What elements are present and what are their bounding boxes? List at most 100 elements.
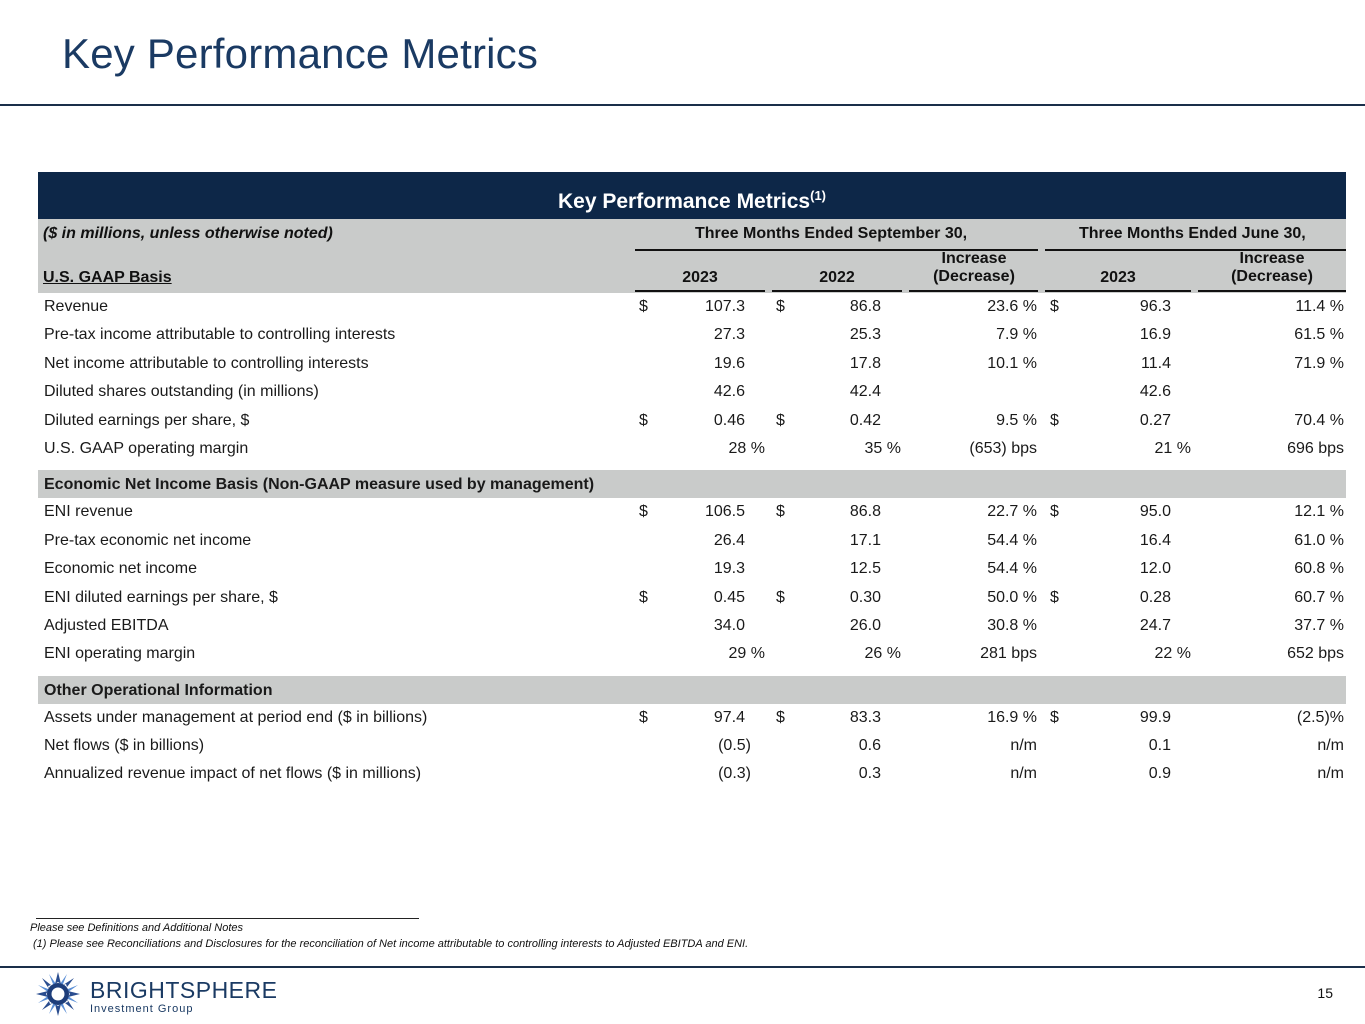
gaap-row: U.S. GAAP operating margin 28 % 35 % (653) … xyxy=(38,435,1346,463)
cell-inc2: 652 bps xyxy=(1287,645,1344,663)
dollar-sign: $ xyxy=(776,588,785,606)
cell-v3: 21 % xyxy=(1154,439,1191,457)
dollar-sign: $ xyxy=(639,588,648,606)
cell-v2: 25.3 xyxy=(849,326,881,344)
col-header-increase-june-line1: Increase xyxy=(1239,250,1305,267)
cell-v1: 0.45 xyxy=(713,588,745,606)
cell-v1: (0.5) xyxy=(718,737,751,755)
cell-v1: 107.3 xyxy=(704,298,745,315)
row-label: Assets under management at period end ($… xyxy=(44,708,428,726)
cell-inc2: 70.4 % xyxy=(1294,411,1344,429)
col-header-increase: Increase (Decrease) xyxy=(909,250,1039,286)
col-header-increase-line2: (Decrease) xyxy=(933,268,1015,285)
cell-v2: 86.8 xyxy=(849,298,881,315)
table-title-bar: Key Performance Metrics(1) xyxy=(38,172,1346,219)
cell-inc: 54.4 % xyxy=(987,531,1037,549)
dollar-sign: $ xyxy=(776,411,785,429)
eni-row: ENI diluted earnings per share, $ $0.45 $0… xyxy=(38,584,1346,612)
ops-row: Annualized revenue impact of net flows (… xyxy=(38,760,1346,788)
footnote-1: (1) Please see Reconciliations and Discl… xyxy=(33,938,749,950)
group-underline-june xyxy=(1045,249,1346,251)
title-divider xyxy=(0,104,1365,106)
row-label: Pre-tax income attributable to controlli… xyxy=(44,326,396,344)
eni-rows: ENI revenue $106.5 $86.8 22.7 % $95.0 12.1 % P… xyxy=(38,498,1346,668)
cell-inc: n/m xyxy=(1010,737,1037,755)
col-header-june-2023: 2023 xyxy=(1100,269,1136,286)
col-underline-june-2023 xyxy=(1045,290,1191,292)
group-header-september: Three Months Ended September 30, xyxy=(695,225,968,242)
dollar-sign: $ xyxy=(1050,503,1059,521)
cell-inc: 16.9 % xyxy=(987,708,1037,726)
row-label: ENI operating margin xyxy=(44,645,196,663)
col-header-2022: 2022 xyxy=(819,269,855,286)
cell-v2: 0.3 xyxy=(858,765,881,783)
dollar-sign: $ xyxy=(1050,588,1059,606)
metrics-table: Key Performance Metrics(1) ($ in million… xyxy=(38,172,1346,789)
cell-v2: 17.1 xyxy=(849,531,881,549)
cell-v2: 12.5 xyxy=(849,560,881,578)
row-label: Annualized revenue impact of net flows (… xyxy=(44,765,422,783)
gaap-row: Net income attributable to controlling i… xyxy=(38,350,1346,378)
cell-inc2: 61.5 % xyxy=(1294,326,1344,344)
cell-v2: 42.4 xyxy=(849,383,881,401)
cell-v1: (0.3) xyxy=(718,765,751,783)
row-label: Economic net income xyxy=(44,560,197,578)
row-label: Revenue xyxy=(44,298,109,315)
cell-inc2: 60.8 % xyxy=(1294,560,1344,578)
table-title-footnote-ref: (1) xyxy=(810,188,826,203)
cell-inc: 50.0 % xyxy=(987,588,1037,606)
cell-inc2: 12.1 % xyxy=(1294,503,1344,521)
row-label: Adjusted EBITDA xyxy=(44,616,169,634)
col-underline-2023 xyxy=(635,290,765,292)
section-heading-eni: Economic Net Income Basis (Non-GAAP meas… xyxy=(38,470,1346,499)
col-header-increase-june: Increase (Decrease) xyxy=(1198,250,1346,286)
cell-v3: 12.0 xyxy=(1139,560,1171,578)
page-title: Key Performance Metrics xyxy=(62,30,539,77)
cell-inc2: 71.9 % xyxy=(1294,354,1344,372)
units-note: ($ in millions, unless otherwise noted) xyxy=(43,225,333,242)
row-label: ENI revenue xyxy=(44,503,133,521)
dollar-sign: $ xyxy=(1050,411,1059,429)
brightsphere-logo-icon xyxy=(36,972,80,1016)
cell-inc: 281 bps xyxy=(980,645,1037,663)
cell-inc: 54.4 % xyxy=(987,560,1037,578)
page-number: 15 xyxy=(1317,985,1333,1001)
ops-row: Net flows ($ in billions) (0.5) 0.6 n/m 0.1 n… xyxy=(38,732,1346,760)
row-label: Net flows ($ in billions) xyxy=(44,737,205,755)
dollar-sign: $ xyxy=(776,298,785,315)
brand-name: BRIGHTSPHERE xyxy=(90,977,278,1003)
cell-inc: 30.8 % xyxy=(987,616,1037,634)
brand-subtitle: Investment Group xyxy=(90,1003,194,1015)
group-header-june: Three Months Ended June 30, xyxy=(1079,225,1306,242)
dollar-sign: $ xyxy=(639,298,648,315)
row-label: Pre-tax economic net income xyxy=(44,531,252,549)
cell-inc2: n/m xyxy=(1317,765,1344,783)
footnote-definitions: Please see Definitions and Additional No… xyxy=(30,922,244,934)
row-label: U.S. GAAP operating margin xyxy=(44,439,249,457)
dollar-sign: $ xyxy=(1050,298,1059,315)
cell-inc: n/m xyxy=(1010,765,1037,783)
cell-v3: 0.28 xyxy=(1139,588,1171,606)
ops-rows: Assets under management at period end ($… xyxy=(38,704,1346,789)
dollar-sign: $ xyxy=(639,411,648,429)
eni-row: ENI revenue $106.5 $86.8 22.7 % $95.0 12.1 % xyxy=(38,498,1346,526)
cell-v2: 0.6 xyxy=(858,737,881,755)
section-heading-ops: Other Operational Information xyxy=(38,675,1346,704)
cell-v3: 0.1 xyxy=(1148,737,1171,755)
cell-v3: 0.9 xyxy=(1148,765,1171,783)
cell-inc2: 11.4 % xyxy=(1295,298,1344,315)
row-label: Diluted earnings per share, $ xyxy=(44,411,250,429)
gaap-rows: Revenue $107.3 $86.8 23.6 % $96.3 11.4 % Pre-t… xyxy=(38,293,1346,463)
cell-inc2: 37.7 % xyxy=(1294,616,1344,634)
dollar-sign: $ xyxy=(639,708,648,726)
dollar-sign: $ xyxy=(776,708,785,726)
cell-inc: (653) bps xyxy=(969,439,1037,457)
footnote-divider xyxy=(36,918,419,919)
cell-v1: 0.46 xyxy=(713,411,745,429)
cell-v1: 19.6 xyxy=(713,354,745,372)
dollar-sign: $ xyxy=(639,503,648,521)
cell-inc: 23.6 % xyxy=(987,298,1037,315)
gaap-row: Pre-tax income attributable to controlli… xyxy=(38,321,1346,349)
cell-v1: 34.0 xyxy=(713,616,745,634)
gaap-row: Diluted shares outstanding (in millions)… xyxy=(38,378,1346,406)
